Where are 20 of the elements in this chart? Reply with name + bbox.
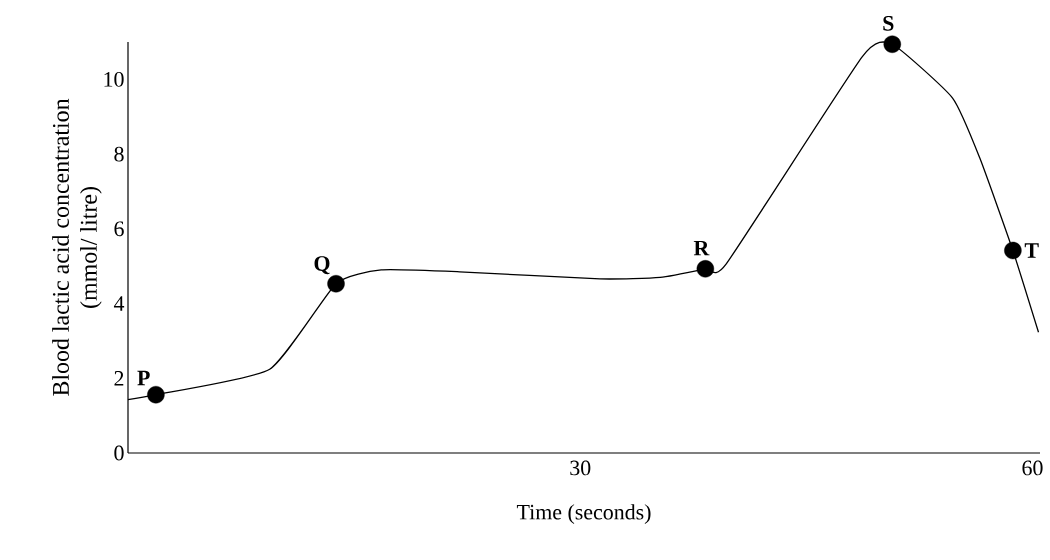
y-tick-label: 6 bbox=[114, 221, 124, 237]
x-axis-title: Time (seconds) bbox=[516, 504, 651, 525]
y-tick-label: 8 bbox=[114, 146, 124, 162]
point bbox=[147, 386, 165, 404]
point bbox=[696, 260, 715, 278]
annotation: Q bbox=[314, 256, 330, 275]
x-tick-label: 30 bbox=[570, 460, 591, 476]
annotation: R bbox=[693, 240, 710, 256]
y-tick-label: 10 bbox=[104, 71, 124, 87]
point bbox=[327, 275, 345, 293]
annotation: P bbox=[137, 370, 150, 386]
point bbox=[1004, 241, 1022, 260]
annotation: S bbox=[883, 15, 894, 31]
x-tick-label: 60 bbox=[1022, 460, 1043, 476]
y-tick-label: 4 bbox=[113, 296, 125, 311]
y-tick-label: 0 bbox=[114, 445, 124, 461]
annotation: T bbox=[1024, 243, 1039, 258]
y-tick-label: 2 bbox=[114, 371, 124, 386]
point bbox=[883, 35, 901, 53]
y-axis-title: Blood lactic acid concentration (mmol/ litre) bbox=[52, 98, 102, 396]
